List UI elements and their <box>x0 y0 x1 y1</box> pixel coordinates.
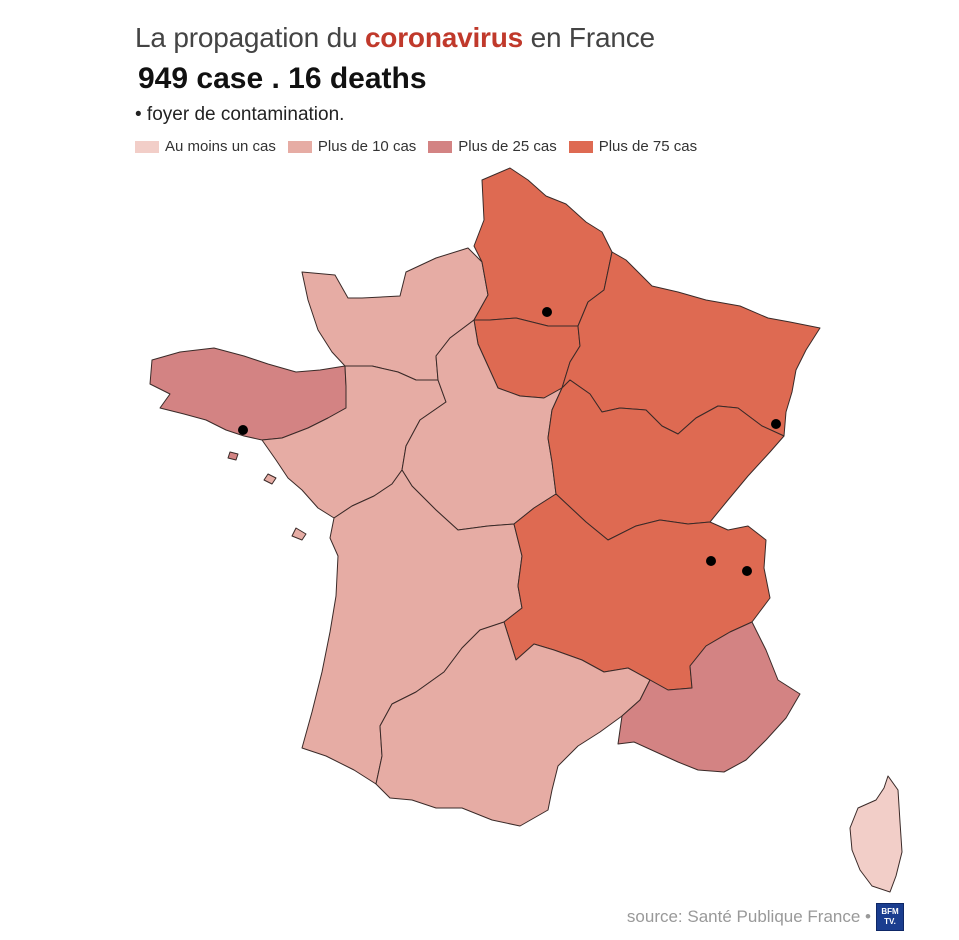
region-provence-alpes-cote-d-azur <box>617 621 801 773</box>
title-highlight: coronavirus <box>364 22 524 53</box>
hotspot-dot <box>238 425 248 435</box>
title-suffix: en France <box>523 22 655 53</box>
headline-stats: 949 case . 16 deaths <box>138 62 427 95</box>
contamination-note: • foyer de contamination. <box>135 104 345 125</box>
title-prefix: La propagation du <box>135 22 365 53</box>
legend-item: Plus de 75 cas <box>568 138 698 155</box>
hotspot-dot <box>771 419 781 429</box>
hotspot-dot <box>706 556 716 566</box>
logo-text: BFM TV. <box>881 907 899 926</box>
source-credit: source: Santé Publique France • <box>626 907 871 926</box>
hotspot-dot <box>742 566 752 576</box>
hotspot-dot <box>542 307 552 317</box>
legend-swatch <box>568 140 593 153</box>
map-title: La propagation du coronavirus en France <box>135 22 655 54</box>
legend-swatch <box>428 140 453 153</box>
region-corse <box>849 775 903 893</box>
legend-label: Plus de 75 cas <box>598 138 698 155</box>
legend-label: Plus de 10 cas <box>317 138 417 155</box>
region-island <box>263 473 277 485</box>
legend-item: Plus de 10 cas <box>287 138 417 155</box>
region-occitanie <box>375 621 651 827</box>
legend-item: Plus de 25 cas <box>428 138 557 155</box>
legend-swatch <box>135 140 159 153</box>
region-island <box>291 527 307 541</box>
legend: Au moins un cas Plus de 10 cas Plus de 2… <box>135 138 697 155</box>
bfmtv-logo: BFM TV. <box>876 903 904 931</box>
legend-label: Plus de 25 cas <box>458 138 557 155</box>
legend-label: Au moins un cas <box>165 138 276 155</box>
region-island <box>227 451 239 461</box>
legend-item: Au moins un cas <box>135 138 276 155</box>
legend-swatch <box>287 140 312 153</box>
